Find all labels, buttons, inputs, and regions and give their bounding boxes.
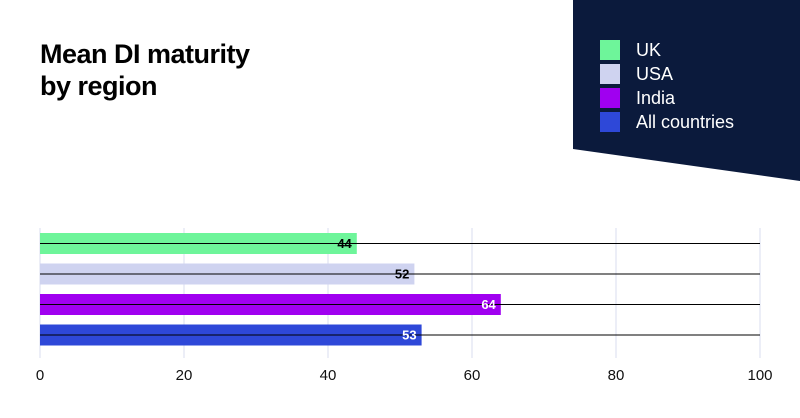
legend-item: India — [600, 86, 734, 110]
legend-label: USA — [636, 64, 674, 84]
chart-title: Mean DI maturity by region — [40, 38, 250, 102]
data-label: 53 — [402, 328, 416, 343]
x-tick-label: 100 — [747, 367, 772, 384]
data-label: 64 — [481, 297, 496, 312]
legend: UK USA India All countries — [600, 38, 734, 134]
x-tick-label: 80 — [608, 367, 625, 384]
chart-title-line-1: Mean DI maturity — [40, 39, 250, 69]
data-label: 44 — [337, 236, 352, 251]
x-tick-label: 40 — [320, 367, 337, 384]
x-tick-label: 20 — [176, 367, 193, 384]
legend-label: UK — [636, 40, 662, 60]
legend-item: UK — [600, 38, 734, 62]
legend-swatch — [600, 64, 620, 84]
data-label: 52 — [395, 267, 409, 282]
legend-item: USA — [600, 62, 734, 86]
legend-item: All countries — [600, 110, 734, 134]
x-tick-label: 0 — [36, 367, 44, 384]
legend-label: India — [636, 88, 676, 108]
legend-swatch — [600, 40, 620, 60]
legend-swatch — [600, 112, 620, 132]
legend-label: All countries — [636, 112, 735, 132]
chart-title-line-2: by region — [40, 71, 158, 101]
legend-swatch — [600, 88, 620, 108]
x-tick-label: 60 — [464, 367, 481, 384]
